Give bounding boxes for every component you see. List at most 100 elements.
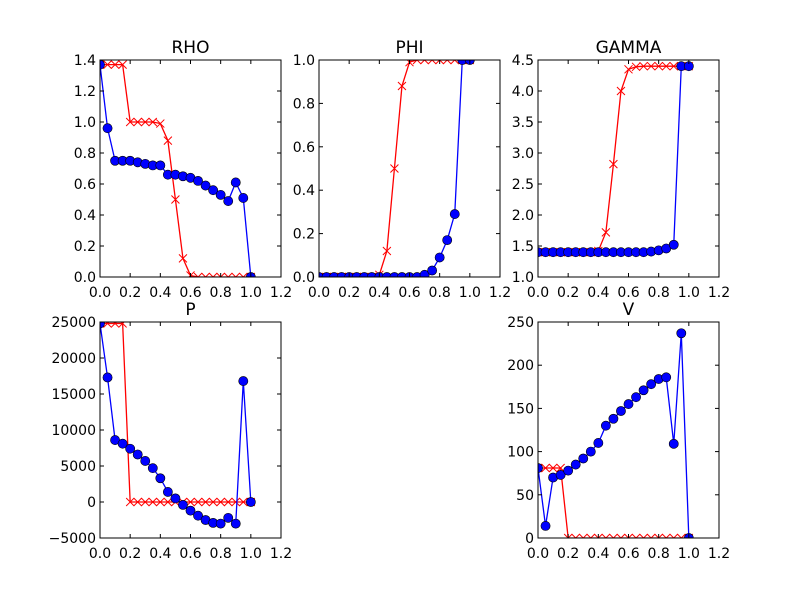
subplot-title: GAMMA [596, 38, 662, 58]
data-point [571, 533, 581, 538]
data-point [624, 533, 633, 538]
y-tick-label: 2.0 [512, 208, 534, 224]
data-point [155, 160, 166, 171]
series-line-red [538, 467, 689, 538]
data-point [216, 497, 226, 507]
x-tick-label: 0.6 [179, 285, 201, 301]
data-point [555, 470, 566, 480]
x-tick-label: 0.0 [89, 546, 111, 562]
data-point [669, 533, 679, 538]
x-tick-label: 0.2 [557, 285, 579, 301]
data-point [631, 392, 641, 403]
data-point [231, 497, 241, 507]
data-point [669, 61, 679, 71]
y-tick-label: 1.0 [512, 270, 534, 286]
data-point [171, 195, 180, 204]
y-tick-label: 3.0 [512, 146, 534, 162]
data-point [639, 533, 648, 538]
data-point [132, 449, 143, 460]
data-point [631, 533, 641, 538]
x-tick-label: 0.4 [149, 285, 171, 301]
x-tick-label: 0.4 [587, 546, 609, 562]
data-point [193, 175, 203, 186]
data-point [442, 235, 453, 246]
y-tick-label: 5000 [60, 459, 96, 475]
data-point [178, 254, 188, 263]
data-point [382, 246, 392, 256]
data-point [245, 497, 256, 507]
data-point [616, 533, 626, 538]
data-point [223, 497, 233, 507]
data-point [230, 177, 241, 188]
data-point [223, 512, 234, 523]
data-point [540, 521, 551, 531]
plot-area [538, 61, 694, 258]
data-point [676, 328, 687, 339]
x-tick-label: 1.2 [708, 546, 730, 562]
data-point [162, 487, 173, 497]
data-point [601, 228, 611, 237]
x-tick-label: 0.4 [587, 285, 609, 301]
y-tick-label: 0 [87, 495, 96, 511]
data-point [624, 64, 633, 74]
y-tick-label: 1.4 [74, 53, 96, 69]
plot-area [100, 322, 256, 529]
data-point [427, 60, 437, 65]
y-tick-label: 50 [516, 488, 534, 504]
subplot-p: P 0.0 0.2 0.4 0.6 0.8 1.0 1.2 −5000 0 5000 10000 150… [49, 300, 292, 562]
x-tick-label: 1.0 [240, 546, 262, 562]
data-point [216, 272, 226, 277]
data-point [654, 61, 664, 71]
data-point [118, 322, 127, 328]
y-tick-label: 0.0 [74, 270, 96, 286]
y-tick-label: 1.2 [74, 84, 96, 100]
y-tick-label: 3.5 [512, 115, 534, 131]
y-tick-label: 0.4 [74, 208, 96, 224]
data-point [125, 497, 135, 507]
data-point [585, 446, 596, 457]
plot-area [100, 60, 256, 277]
x-tick-label: 0.0 [527, 546, 549, 562]
data-point [578, 453, 589, 464]
data-point [193, 497, 203, 507]
x-tick-label: 1.2 [489, 285, 511, 301]
series-line-blue [319, 60, 470, 277]
data-point [178, 499, 188, 510]
data-point [646, 379, 657, 390]
y-tick-label: 150 [507, 401, 534, 417]
x-tick-label: 1.0 [459, 285, 481, 301]
y-tick-label: 200 [507, 358, 534, 374]
data-point [103, 322, 112, 328]
y-tick-label: 0.2 [74, 239, 96, 255]
data-point [140, 117, 150, 127]
data-point [117, 438, 128, 449]
x-tick-label: 1.2 [270, 285, 292, 301]
data-point [449, 209, 460, 219]
y-tick-label: 250 [507, 315, 534, 331]
data-point [593, 533, 603, 538]
data-point [163, 497, 173, 507]
y-tick-label: 0.2 [293, 227, 315, 243]
y-tick-label: 1.0 [74, 115, 96, 131]
data-point [548, 463, 558, 473]
data-point [238, 193, 249, 203]
x-tick-label: 0.8 [648, 285, 670, 301]
data-point [110, 60, 120, 70]
x-tick-label: 0.6 [617, 285, 639, 301]
y-tick-label: 25000 [51, 315, 96, 331]
data-point [412, 60, 422, 65]
y-tick-label: 10000 [51, 423, 96, 439]
x-tick-label: 0.8 [429, 285, 451, 301]
data-point [601, 533, 611, 538]
data-point [661, 372, 672, 383]
y-tick-label: 20000 [51, 351, 96, 367]
x-tick-label: 0.4 [149, 546, 171, 562]
y-tick-label: 4.0 [512, 84, 534, 100]
data-point [155, 473, 166, 484]
x-tick-label: 0.0 [527, 285, 549, 301]
data-point [420, 60, 429, 65]
y-tick-label: 4.5 [512, 53, 534, 69]
data-point [646, 61, 656, 71]
data-point [638, 385, 649, 396]
